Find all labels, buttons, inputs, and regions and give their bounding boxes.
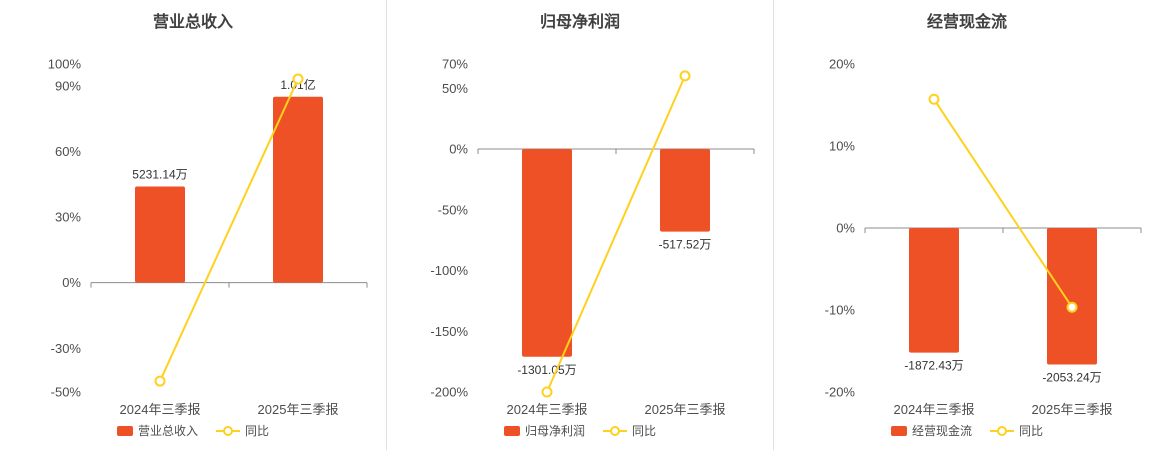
x-axis-label: 2024年三季报	[507, 402, 588, 417]
y-axis-tick-label: 70%	[442, 57, 468, 72]
yoy-marker[interactable]	[154, 375, 166, 387]
legend-label-net-profit: 归母净利润	[524, 424, 585, 438]
yoy-marker[interactable]	[541, 386, 553, 398]
yoy-marker[interactable]	[1066, 301, 1078, 313]
x-axis-label: 2025年三季报	[1032, 402, 1113, 417]
chart-title-total-revenue: 营业总收入	[152, 14, 233, 31]
bar[interactable]	[522, 149, 572, 357]
legend-label-operating-cash-flow: 经营现金流	[911, 424, 972, 438]
legend-item-total-revenue[interactable]: 营业总收入	[116, 422, 198, 439]
bar[interactable]	[660, 149, 710, 232]
chart-title-net-profit: 归母净利润	[539, 14, 620, 31]
y-axis-tick-label: 100%	[48, 57, 82, 72]
net-profit-chart[interactable]: 70% 50% 0% -50% -100% -150% -200% -1301.05万 -517…	[390, 36, 770, 426]
legend-operating-cash-flow: 经营现金流 同比	[890, 422, 1043, 439]
legend-label-total-revenue: 营业总收入	[137, 424, 198, 438]
x-axis-label: 2025年三季报	[645, 402, 726, 417]
bar-swatch-icon	[503, 425, 520, 436]
legend-label-yoy: 同比	[245, 424, 270, 438]
y-axis-tick-label: -100%	[430, 263, 468, 278]
y-axis-tick-label: 30%	[55, 210, 81, 225]
bar[interactable]	[135, 186, 185, 283]
legend-label-yoy: 同比	[1019, 424, 1044, 438]
y-axis-tick-label: 0%	[62, 275, 81, 290]
bar-swatch-icon	[116, 425, 133, 436]
yoy-line[interactable]	[933, 98, 1073, 308]
y-axis-tick-label: 60%	[55, 144, 81, 159]
yoy-line-icon	[990, 425, 1014, 436]
y-axis-tick-label: -20%	[825, 385, 856, 400]
operating-cash-flow-chart[interactable]: 20% 10% 0% -10% -20% -1872.43万 -2053.24万 2024年三…	[777, 36, 1157, 426]
chart-panel-total-revenue: 营业总收入 100% 90% 60% 30% 0% -30% -50% 5231.14万 1.0…	[0, 0, 387, 450]
bar-value-label: -517.52万	[659, 238, 712, 252]
y-axis-tick-label: 20%	[829, 57, 855, 72]
y-axis-tick-label: 50%	[442, 81, 468, 96]
bar-value-label: 5231.14万	[132, 167, 187, 181]
yoy-line[interactable]	[159, 78, 299, 382]
chart-panel-net-profit: 归母净利润 70% 50% 0% -50% -100% -150% -200% -1301.0…	[387, 0, 774, 450]
bar[interactable]	[909, 228, 959, 353]
legend-item-operating-cash-flow[interactable]: 经营现金流	[890, 422, 972, 439]
y-axis-tick-label: 10%	[829, 139, 855, 154]
bar[interactable]	[273, 96, 323, 283]
legend-item-yoy[interactable]: 同比	[990, 422, 1043, 439]
x-axis-label: 2024年三季报	[120, 402, 201, 417]
yoy-line-icon	[603, 425, 627, 436]
yoy-marker[interactable]	[292, 73, 304, 85]
legend-item-yoy[interactable]: 同比	[216, 422, 269, 439]
y-axis-tick-label: -50%	[51, 385, 82, 400]
y-axis-tick-label: 0%	[449, 142, 468, 157]
legend-item-net-profit[interactable]: 归母净利润	[503, 422, 585, 439]
yoy-line[interactable]	[546, 75, 686, 393]
yoy-marker[interactable]	[679, 70, 691, 82]
y-axis-tick-label: -50%	[438, 202, 469, 217]
y-axis-tick-label: 90%	[55, 78, 81, 93]
yoy-marker[interactable]	[928, 93, 940, 105]
y-axis-tick-label: 0%	[836, 221, 855, 236]
bar-value-label: -1301.05万	[517, 363, 576, 377]
bar-value-label: -2053.24万	[1042, 371, 1101, 385]
total-revenue-chart[interactable]: 100%90%60%30%0%-30%-50%5231.14万1.01亿2024…	[3, 36, 383, 426]
yoy-line-icon	[216, 425, 240, 436]
y-axis-tick-label: -150%	[430, 324, 468, 339]
bar-value-label: -1872.43万	[904, 359, 963, 373]
x-axis-label: 2025年三季报	[258, 402, 339, 417]
bar[interactable]	[1047, 228, 1097, 365]
legend-net-profit: 归母净利润 同比	[503, 422, 656, 439]
legend-label-yoy: 同比	[632, 424, 657, 438]
x-axis-label: 2024年三季报	[894, 402, 975, 417]
y-axis-tick-label: -10%	[825, 303, 856, 318]
chart-panel-operating-cash-flow: 经营现金流 20% 10% 0% -10% -20% -1872.43万 -2053.24万…	[774, 0, 1160, 450]
y-axis-tick-label: -30%	[51, 341, 82, 356]
chart-title-operating-cash-flow: 经营现金流	[926, 14, 1007, 31]
y-axis-tick-label: -200%	[430, 385, 468, 400]
bar-swatch-icon	[890, 425, 907, 436]
legend-total-revenue: 营业总收入 同比	[116, 422, 269, 439]
legend-item-yoy[interactable]: 同比	[603, 422, 656, 439]
